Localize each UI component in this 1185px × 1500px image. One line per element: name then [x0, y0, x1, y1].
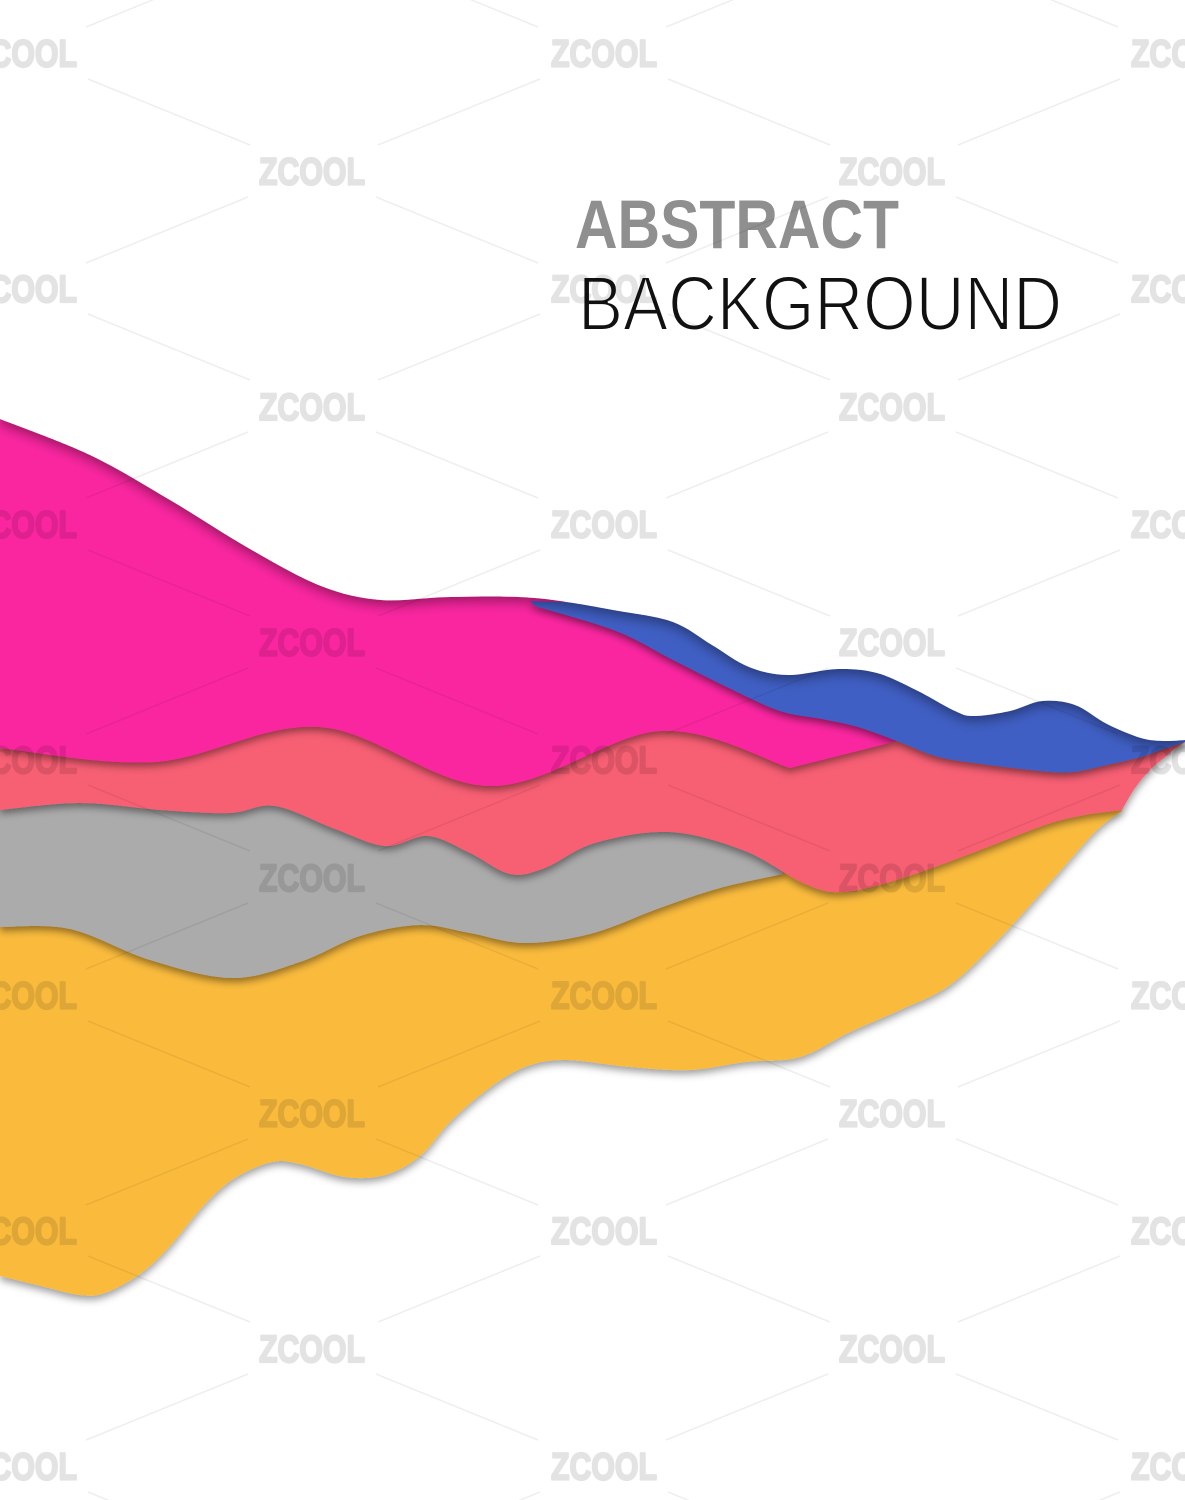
svg-text:ZCOOL: ZCOOL — [839, 1093, 945, 1135]
svg-text:ZCOOL: ZCOOL — [0, 505, 77, 547]
svg-text:ZCOOL: ZCOOL — [551, 1211, 657, 1253]
svg-text:BACKGROUND: BACKGROUND — [578, 261, 1062, 347]
svg-text:ZCOOL: ZCOOL — [1131, 1211, 1185, 1253]
svg-text:ZCOOL: ZCOOL — [551, 505, 657, 547]
svg-text:ZCOOL: ZCOOL — [551, 269, 657, 311]
svg-text:ZCOOL: ZCOOL — [259, 622, 365, 664]
svg-text:ZCOOL: ZCOOL — [0, 740, 77, 782]
svg-text:ZCOOL: ZCOOL — [1131, 505, 1185, 547]
svg-text:ZCOOL: ZCOOL — [839, 858, 945, 900]
svg-text:ZCOOL: ZCOOL — [839, 1329, 945, 1371]
svg-text:ZCOOL: ZCOOL — [259, 858, 365, 900]
svg-text:ZCOOL: ZCOOL — [1131, 1447, 1185, 1489]
svg-text:ZCOOL: ZCOOL — [0, 1447, 77, 1489]
svg-text:ZCOOL: ZCOOL — [839, 622, 945, 664]
svg-text:ZCOOL: ZCOOL — [259, 151, 365, 193]
svg-text:ZCOOL: ZCOOL — [839, 387, 945, 429]
svg-text:ZCOOL: ZCOOL — [0, 976, 77, 1018]
svg-text:ZCOOL: ZCOOL — [1131, 34, 1185, 76]
svg-text:ZCOOL: ZCOOL — [551, 740, 657, 782]
svg-text:ZCOOL: ZCOOL — [551, 1447, 657, 1489]
svg-text:ZCOOL: ZCOOL — [551, 34, 657, 76]
svg-text:ZCOOL: ZCOOL — [1131, 976, 1185, 1018]
svg-text:ABSTRACT: ABSTRACT — [575, 186, 899, 263]
svg-text:ZCOOL: ZCOOL — [1131, 269, 1185, 311]
svg-text:ZCOOL: ZCOOL — [551, 976, 657, 1018]
svg-text:ZCOOL: ZCOOL — [1131, 740, 1185, 782]
svg-text:ZCOOL: ZCOOL — [0, 269, 77, 311]
svg-text:ZCOOL: ZCOOL — [259, 387, 365, 429]
svg-text:ZCOOL: ZCOOL — [259, 1093, 365, 1135]
svg-text:ZCOOL: ZCOOL — [839, 151, 945, 193]
svg-text:ZCOOL: ZCOOL — [0, 34, 77, 76]
svg-text:ZCOOL: ZCOOL — [0, 1211, 77, 1253]
svg-text:ZCOOL: ZCOOL — [259, 1329, 365, 1371]
